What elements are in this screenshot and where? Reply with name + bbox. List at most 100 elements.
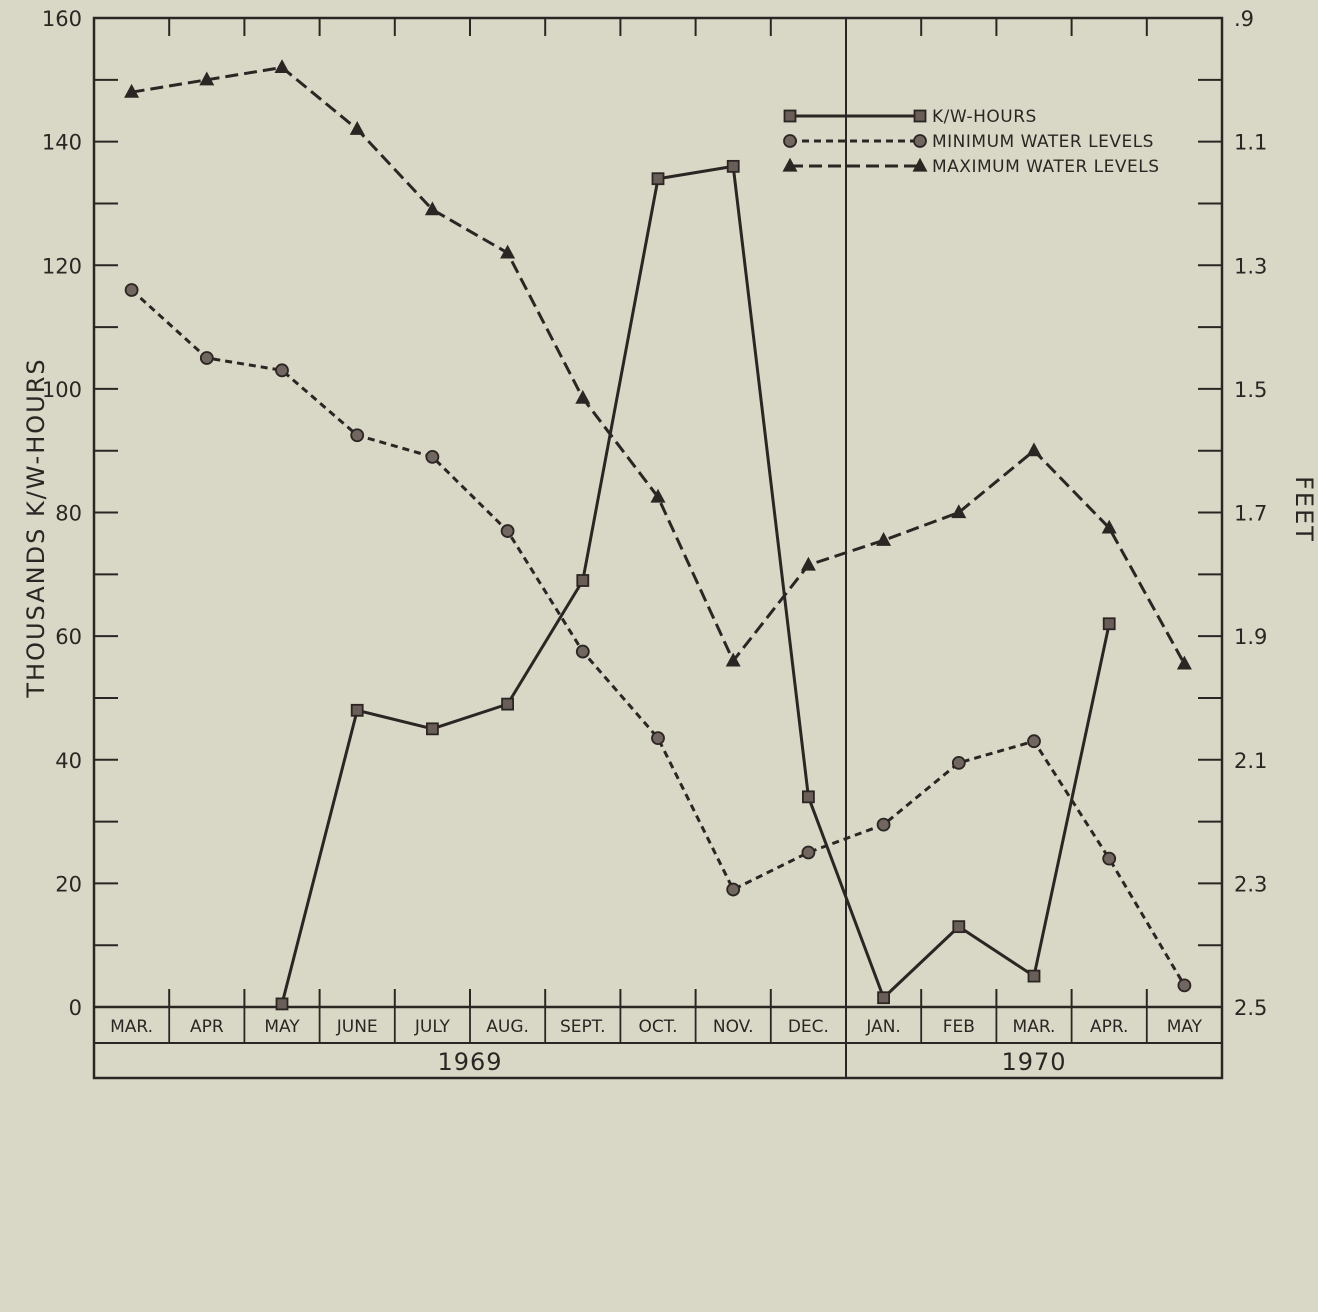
data-point xyxy=(275,363,289,378)
series-lines xyxy=(124,59,1192,1011)
legend-marker-end xyxy=(912,157,928,172)
month-label: MAY xyxy=(1167,1017,1203,1037)
data-point xyxy=(1102,851,1117,866)
left-tick-label: 120 xyxy=(42,254,82,278)
data-point xyxy=(576,574,590,587)
data-point xyxy=(1027,734,1041,749)
data-point xyxy=(425,722,439,736)
data-point xyxy=(1027,969,1041,983)
data-point xyxy=(650,488,666,503)
series-2 xyxy=(124,59,1192,670)
left-tick-label: 100 xyxy=(42,378,82,402)
right-tick-label: 2.3 xyxy=(1234,872,1267,896)
right-tick-label: 1.1 xyxy=(1234,131,1267,155)
data-point xyxy=(124,83,140,98)
data-point xyxy=(500,244,516,259)
month-label: FEB xyxy=(943,1017,975,1037)
data-point xyxy=(575,644,590,659)
series-line xyxy=(130,288,1186,987)
data-point xyxy=(124,283,139,297)
data-point xyxy=(425,449,440,464)
month-label: JUNE xyxy=(336,1017,378,1037)
data-point xyxy=(501,697,515,711)
left-tick-label: 80 xyxy=(55,502,82,526)
legend-marker-start xyxy=(783,134,797,148)
month-labels: MAR. APR MAY JUNE JULY AUG. SEPT. OCT. NOV. DEC. J… xyxy=(110,1017,1203,1076)
axis-ticks xyxy=(94,17,1222,1008)
data-point xyxy=(1101,519,1117,534)
data-point xyxy=(199,71,215,86)
legend: K/W-HOURS MINIMUM WATER LEVELS MAXIMUM WAT… xyxy=(782,107,1160,177)
data-point xyxy=(651,731,665,746)
data-point xyxy=(651,172,665,186)
left-tick-label: 60 xyxy=(55,625,82,649)
data-point xyxy=(350,428,365,443)
data-point xyxy=(1176,655,1192,670)
data-point xyxy=(952,920,966,934)
series-0 xyxy=(275,159,1116,1011)
data-point xyxy=(1177,978,1192,993)
series-1 xyxy=(124,283,1192,993)
legend-marker-start xyxy=(782,157,798,172)
data-point xyxy=(500,524,515,538)
legend-marker-start xyxy=(783,109,797,123)
data-point xyxy=(877,991,890,1005)
month-label: MAR. xyxy=(1013,1017,1056,1037)
month-label: JAN. xyxy=(865,1017,900,1037)
data-point xyxy=(876,817,891,832)
right-tick-label: 1.7 xyxy=(1234,502,1267,526)
data-point xyxy=(802,790,815,804)
legend-marker-end xyxy=(913,134,927,148)
right-tick-label: 2.5 xyxy=(1234,996,1267,1020)
right-tick-label: 1.3 xyxy=(1234,254,1267,278)
data-point xyxy=(726,159,740,173)
left-tick-label: 20 xyxy=(55,872,82,896)
data-point xyxy=(726,882,741,897)
axis-labels: 0 20 40 60 80 100 120 140 160 .9 1.1 1.3 1.5 1.7 1.9 2.… xyxy=(22,7,1318,1020)
right-tick-label: 1.5 xyxy=(1234,378,1267,402)
right-tick-label: .9 xyxy=(1234,7,1254,31)
month-label: AUG. xyxy=(486,1017,529,1037)
left-tick-label: 0 xyxy=(69,996,82,1020)
data-point xyxy=(274,59,290,74)
plot-border xyxy=(92,16,1224,1080)
data-point xyxy=(575,389,591,404)
data-point xyxy=(350,703,364,717)
month-label: NOV. xyxy=(713,1017,754,1037)
data-point xyxy=(801,845,816,860)
month-label: SEPT. xyxy=(560,1017,606,1037)
month-label: OCT. xyxy=(638,1017,677,1037)
legend-label: K/W-HOURS xyxy=(932,107,1037,127)
month-label: MAR. xyxy=(110,1017,153,1037)
legend-label: MINIMUM WATER LEVELS xyxy=(932,132,1154,152)
right-tick-label: 2.1 xyxy=(1234,749,1267,773)
month-label: APR. xyxy=(1090,1017,1129,1037)
data-point xyxy=(1102,617,1116,631)
right-tick-label: 1.9 xyxy=(1234,625,1267,649)
left-tick-label: 160 xyxy=(42,7,82,31)
data-point xyxy=(800,556,816,571)
data-point xyxy=(951,755,966,770)
month-label: JULY xyxy=(414,1017,451,1037)
legend-marker-end xyxy=(913,109,927,123)
year-label: 1970 xyxy=(1001,1048,1066,1076)
left-tick-label: 40 xyxy=(55,749,82,773)
data-point xyxy=(1026,442,1042,457)
left-axis-title: THOUSANDS K/W-HOURS xyxy=(22,357,50,698)
data-point xyxy=(876,532,892,546)
legend-label: MAXIMUM WATER LEVELS xyxy=(932,157,1160,177)
data-point xyxy=(725,652,741,667)
data-point xyxy=(951,504,967,519)
data-point xyxy=(424,201,440,216)
month-label: APR xyxy=(190,1017,224,1037)
data-point xyxy=(349,121,365,135)
series-line xyxy=(280,164,1111,1005)
month-label: DEC. xyxy=(788,1017,829,1037)
data-point xyxy=(199,351,214,365)
year-label: 1969 xyxy=(437,1048,502,1076)
right-axis-title: FEET xyxy=(1290,476,1318,543)
data-point xyxy=(275,997,289,1011)
left-tick-label: 140 xyxy=(42,131,82,155)
month-label: MAY xyxy=(264,1017,300,1037)
